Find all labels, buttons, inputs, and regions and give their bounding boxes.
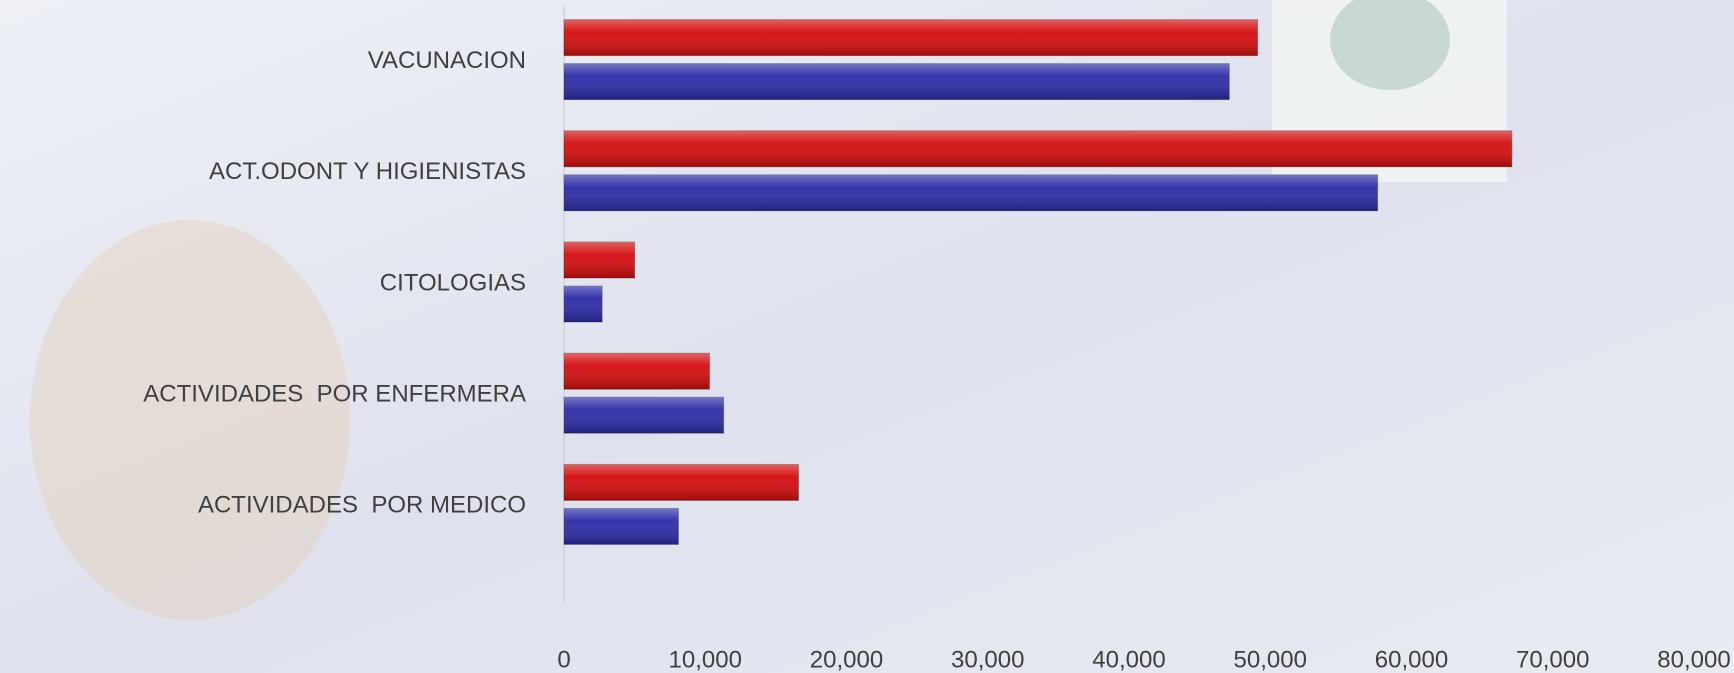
x-tick-label: 0 [557, 646, 570, 673]
y-tick-label: VACUNACION [368, 47, 526, 74]
x-tick-label: 30,000 [951, 646, 1024, 673]
x-tick-label: 60,000 [1375, 646, 1448, 673]
bar-shine [564, 130, 1512, 167]
y-tick-label: ACTIVIDADES POR ENFERMERA [143, 381, 526, 408]
bar-shine [564, 63, 1230, 100]
y-tick-label: ACTIVIDADES POR MEDICO [198, 492, 526, 519]
bar-shine [564, 353, 710, 390]
bar-shine [564, 464, 799, 501]
y-tick-label: CITOLOGIAS [380, 269, 526, 296]
bar-shine [564, 397, 724, 434]
bar-shine [564, 286, 603, 322]
decorative-figure [30, 220, 350, 620]
logo-emblem [1330, 0, 1450, 90]
x-tick-label: 40,000 [1092, 646, 1165, 673]
x-tick-label: 50,000 [1234, 646, 1307, 673]
x-tick-label: 10,000 [669, 646, 742, 673]
plot-area: 0 10,000 20,000 30,000 40,000 50,000 60,000 70,… [143, 6, 1731, 673]
x-tick-label: 80,000 [1657, 646, 1730, 673]
y-tick-label: ACT.ODONT Y HIGIENISTAS [209, 158, 526, 185]
bar-shine [564, 19, 1258, 56]
x-tick-label: 20,000 [810, 646, 883, 673]
bar-shine [564, 508, 679, 545]
bar-shine [564, 242, 635, 278]
bar-shine [564, 174, 1378, 211]
x-tick-label: 70,000 [1516, 646, 1589, 673]
